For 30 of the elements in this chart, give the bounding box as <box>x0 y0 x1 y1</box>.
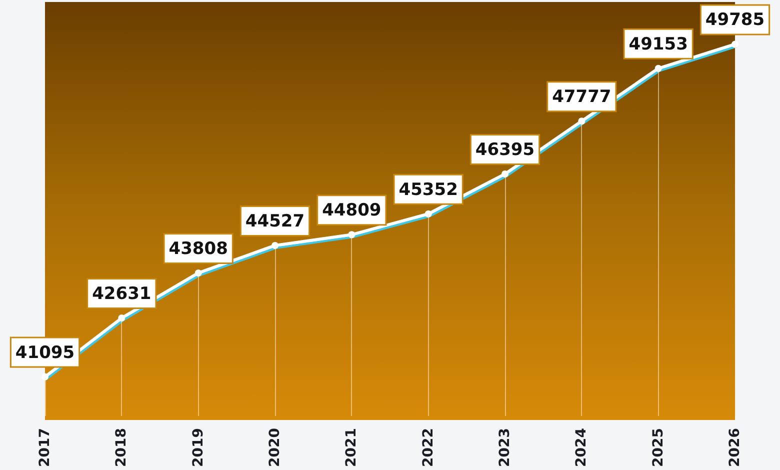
point <box>502 170 508 178</box>
x-tick-label: 2019 <box>190 428 206 468</box>
point <box>732 40 738 48</box>
data-label: 46395 <box>475 140 535 160</box>
data-label: 47777 <box>552 87 612 108</box>
x-tick-label: 2018 <box>114 428 130 468</box>
data-label: 49153 <box>628 34 688 54</box>
data-label: 49785 <box>705 10 765 30</box>
point <box>578 118 586 125</box>
point <box>348 231 356 238</box>
point <box>42 373 48 380</box>
data-label: 45352 <box>398 180 458 200</box>
point <box>424 210 432 218</box>
x-tick-label: 2026 <box>727 428 743 468</box>
x-tick-label: 2023 <box>497 428 513 468</box>
point <box>272 242 278 249</box>
point <box>194 269 202 276</box>
point <box>654 64 662 72</box>
data-label: 42631 <box>92 284 152 304</box>
x-tick-label: 2017 <box>37 428 53 468</box>
data-label: 43808 <box>168 238 228 259</box>
x-tick-label: 2021 <box>344 428 360 468</box>
x-tick-label: 2022 <box>420 428 436 468</box>
point <box>118 314 126 322</box>
x-tick-label: 2020 <box>267 428 283 468</box>
x-tick-label: 2025 <box>650 428 666 468</box>
data-label: 44527 <box>245 211 305 232</box>
data-label: 44809 <box>322 200 382 221</box>
x-tick-label: 2024 <box>574 428 590 468</box>
data-label: 41095 <box>15 342 75 363</box>
